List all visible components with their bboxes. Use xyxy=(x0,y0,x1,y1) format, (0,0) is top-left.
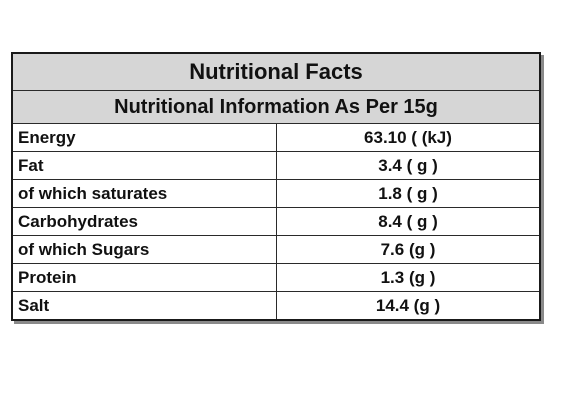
nutrient-name: Fat xyxy=(11,151,277,180)
table-row-protein: Protein 1.3 (g ) xyxy=(11,263,541,292)
nutrient-name: Carbohydrates xyxy=(11,207,277,236)
nutrition-facts-table: Nutritional Facts Nutritional Informatio… xyxy=(11,52,541,321)
nutrient-name: Protein xyxy=(11,263,277,292)
nutrient-value: 8.4 ( g ) xyxy=(276,207,541,236)
table-subtitle: Nutritional Information As Per 15g xyxy=(11,90,541,124)
table-row-sugars: of which Sugars 7.6 (g ) xyxy=(11,235,541,264)
table-row-fat: Fat 3.4 ( g ) xyxy=(11,151,541,180)
table-row-salt: Salt 14.4 (g ) xyxy=(11,291,541,321)
nutrient-value: 1.3 (g ) xyxy=(276,263,541,292)
table-row-carbohydrates: Carbohydrates 8.4 ( g ) xyxy=(11,207,541,236)
nutrient-value: 63.10 ( (kJ) xyxy=(276,123,541,152)
nutrient-name: Energy xyxy=(11,123,277,152)
nutrient-value: 7.6 (g ) xyxy=(276,235,541,264)
nutrient-name: of which Sugars xyxy=(11,235,277,264)
nutrient-name: Salt xyxy=(11,291,277,321)
nutrient-value: 14.4 (g ) xyxy=(276,291,541,321)
table-row-energy: Energy 63.10 ( (kJ) xyxy=(11,123,541,152)
table-row-saturates: of which saturates 1.8 ( g ) xyxy=(11,179,541,208)
nutrient-value: 1.8 ( g ) xyxy=(276,179,541,208)
table-title: Nutritional Facts xyxy=(11,52,541,91)
nutrient-value: 3.4 ( g ) xyxy=(276,151,541,180)
nutrient-name: of which saturates xyxy=(11,179,277,208)
